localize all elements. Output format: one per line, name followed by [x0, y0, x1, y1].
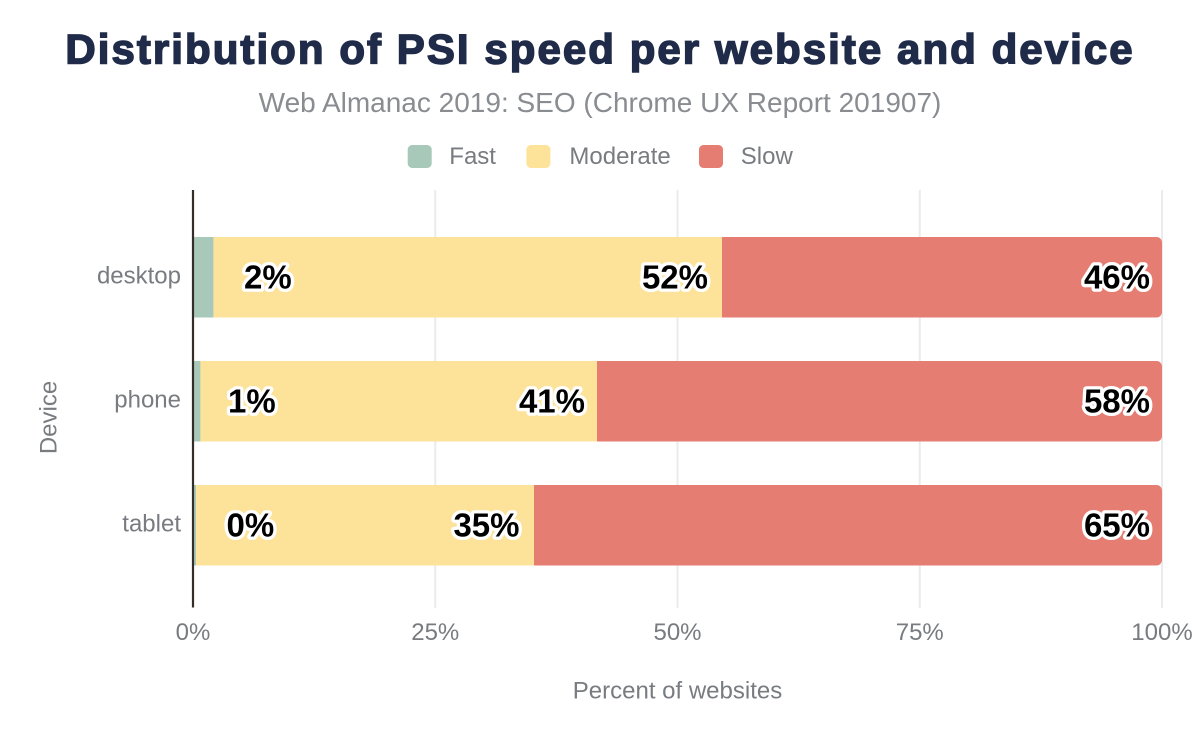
svg-text:25%: 25% — [411, 619, 459, 646]
svg-text:Fast: Fast — [449, 143, 496, 170]
svg-text:58%: 58% — [1084, 383, 1150, 420]
svg-text:Device: Device — [36, 381, 63, 454]
svg-text:46%: 46% — [1084, 259, 1150, 296]
svg-text:35%: 35% — [453, 507, 519, 544]
svg-text:100%: 100% — [1131, 619, 1192, 646]
svg-text:0%: 0% — [176, 619, 211, 646]
svg-text:50%: 50% — [653, 619, 701, 646]
svg-text:75%: 75% — [896, 619, 944, 646]
svg-text:52%: 52% — [642, 259, 708, 296]
svg-text:tablet: tablet — [122, 511, 181, 538]
svg-text:1%: 1% — [228, 383, 276, 420]
svg-text:2%: 2% — [244, 259, 292, 296]
svg-text:desktop: desktop — [97, 263, 181, 290]
svg-text:Percent of websites: Percent of websites — [573, 678, 782, 705]
svg-text:Web Almanac 2019: SEO (Chrome: Web Almanac 2019: SEO (Chrome UX Report … — [259, 87, 942, 118]
svg-text:65%: 65% — [1084, 507, 1150, 544]
svg-text:0%: 0% — [227, 507, 275, 544]
svg-text:phone: phone — [114, 387, 181, 414]
svg-text:Moderate: Moderate — [569, 143, 670, 170]
svg-text:Distribution of PSI speed per: Distribution of PSI speed per website an… — [65, 26, 1134, 73]
svg-text:41%: 41% — [519, 383, 585, 420]
svg-text:Slow: Slow — [741, 143, 794, 170]
